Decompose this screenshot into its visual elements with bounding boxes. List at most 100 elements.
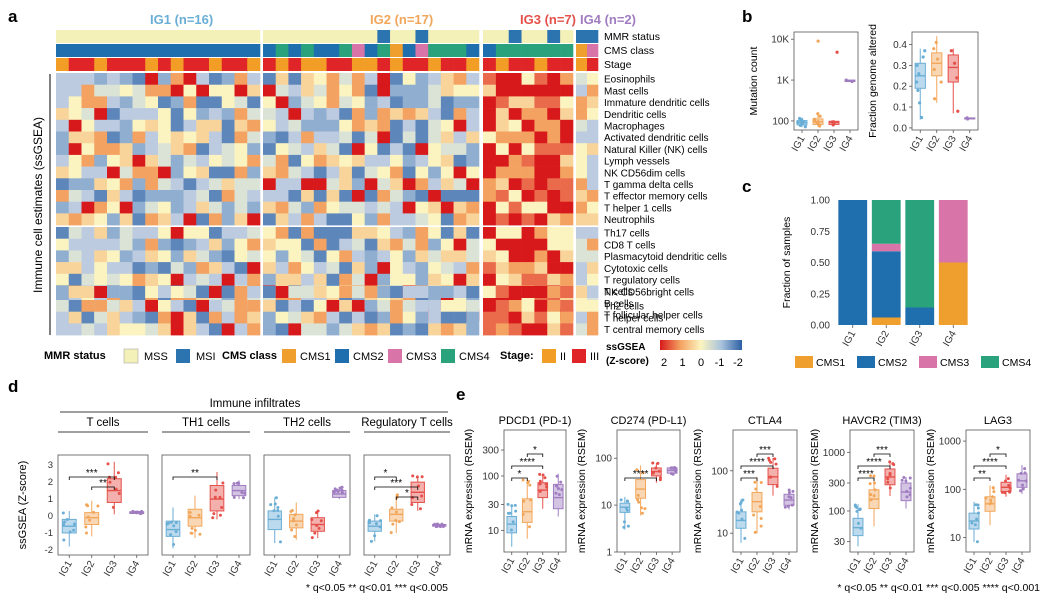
annotation-cell	[94, 30, 108, 43]
data-point	[197, 513, 201, 517]
significance-bar	[526, 453, 544, 457]
heatmap-cell	[170, 143, 184, 156]
heatmap-cell	[415, 311, 429, 324]
data-point	[658, 478, 662, 482]
heatmap-cell	[390, 108, 404, 121]
heatmap-cell	[428, 323, 442, 336]
heatmap-cell	[275, 166, 289, 179]
heatmap-cell	[521, 108, 535, 121]
heatmap-cell	[301, 73, 315, 85]
significance-bar	[756, 453, 774, 457]
heatmap-cell	[415, 96, 429, 109]
heatmap-cell	[339, 227, 353, 239]
significance-bar	[873, 453, 891, 457]
heatmap-cell	[196, 238, 210, 251]
heatmap-cell	[158, 213, 172, 226]
heatmap-cell	[170, 190, 184, 202]
heatmap-cell	[221, 213, 235, 226]
heatmap-cell	[390, 286, 404, 298]
data-point	[743, 536, 747, 540]
heatmap-cell	[547, 201, 561, 214]
heatmap-cell	[339, 96, 353, 109]
heatmap-cell	[247, 262, 261, 275]
data-point	[803, 125, 807, 129]
legend-stage-title: Stage:	[500, 350, 534, 362]
heatmap-cell	[466, 84, 480, 97]
heatmap-cell	[263, 250, 277, 263]
heatmap-cell	[56, 119, 70, 132]
annotation-cell	[495, 44, 510, 57]
panel-label-e: e	[456, 385, 465, 404]
heatmap-cell	[534, 300, 548, 312]
annotation-cell	[390, 30, 404, 43]
b1-ylabel: Mutation count	[748, 46, 760, 115]
heatmap-cell	[313, 273, 327, 286]
heatmap-cell	[145, 190, 159, 202]
heatmap-cell	[547, 131, 561, 144]
x-tick-label: IG1	[263, 559, 281, 579]
legend-cms2-swatch	[335, 349, 349, 363]
heatmap-cell	[534, 96, 548, 109]
heatmap-cell	[301, 143, 315, 156]
heatmap-cell	[183, 286, 197, 298]
data-point	[332, 490, 336, 494]
heatmap-cell	[301, 84, 315, 97]
data-point	[813, 117, 817, 121]
heatmap-cell	[158, 311, 172, 324]
heatmap-cell	[508, 143, 522, 156]
heatmap-cell	[560, 96, 574, 109]
annotation-cell	[534, 58, 548, 71]
heatmap-cell	[466, 227, 480, 239]
x-tick-label: IG1	[841, 329, 859, 349]
heatmap-cell	[94, 250, 108, 263]
heatmap-cell	[170, 311, 184, 324]
heatmap-cell	[326, 262, 340, 275]
heatmap-cell	[145, 201, 159, 214]
heatmap-cell	[275, 143, 289, 156]
data-point	[637, 500, 641, 504]
heatmap-cell	[132, 108, 146, 121]
annotation-cell	[521, 58, 535, 71]
heatmap-cell	[521, 227, 535, 239]
heatmap-cell	[495, 311, 510, 324]
heatmap-cell	[247, 84, 261, 97]
annotation-label: CMS class	[604, 45, 654, 57]
heatmap-cell	[440, 166, 454, 179]
heatmap-cell	[221, 73, 235, 85]
data-point	[190, 531, 194, 535]
heatmap-cell	[288, 166, 302, 179]
heatmap-cell	[234, 238, 248, 251]
data-point	[669, 466, 673, 470]
heatmap-cell	[466, 143, 480, 156]
heatmap-cell	[587, 166, 599, 179]
heatmap-cell	[576, 300, 588, 312]
heatmap-cell	[288, 154, 302, 167]
heatmap-cell	[326, 96, 340, 109]
annotation-cell	[364, 30, 378, 43]
heatmap-cell	[402, 178, 416, 191]
heatmap-cell	[263, 96, 277, 109]
heatmap-cell	[534, 131, 548, 144]
heatmap-cell	[377, 154, 391, 167]
heatmap-cell	[587, 154, 599, 167]
annotation-cell	[81, 58, 95, 71]
data-point	[544, 482, 548, 486]
heatmap-cell	[56, 213, 70, 226]
heatmap-cell	[81, 227, 95, 239]
heatmap-cell	[56, 323, 70, 336]
data-point	[991, 495, 995, 499]
heatmap-cell	[221, 131, 235, 144]
heatmap-cell	[453, 201, 467, 214]
heatmap-cell	[402, 73, 416, 85]
heatmap-cell	[587, 143, 599, 156]
heatmap-cell	[209, 84, 223, 97]
annotation-cell	[275, 30, 289, 43]
significance-label: *	[533, 445, 537, 456]
heatmap-cell	[119, 166, 133, 179]
heatmap-cell	[377, 166, 391, 179]
heatmap-cell	[466, 73, 480, 85]
heatmap-cell	[415, 119, 429, 132]
heatmap-cell	[495, 73, 510, 85]
heatmap-cell	[234, 108, 248, 121]
